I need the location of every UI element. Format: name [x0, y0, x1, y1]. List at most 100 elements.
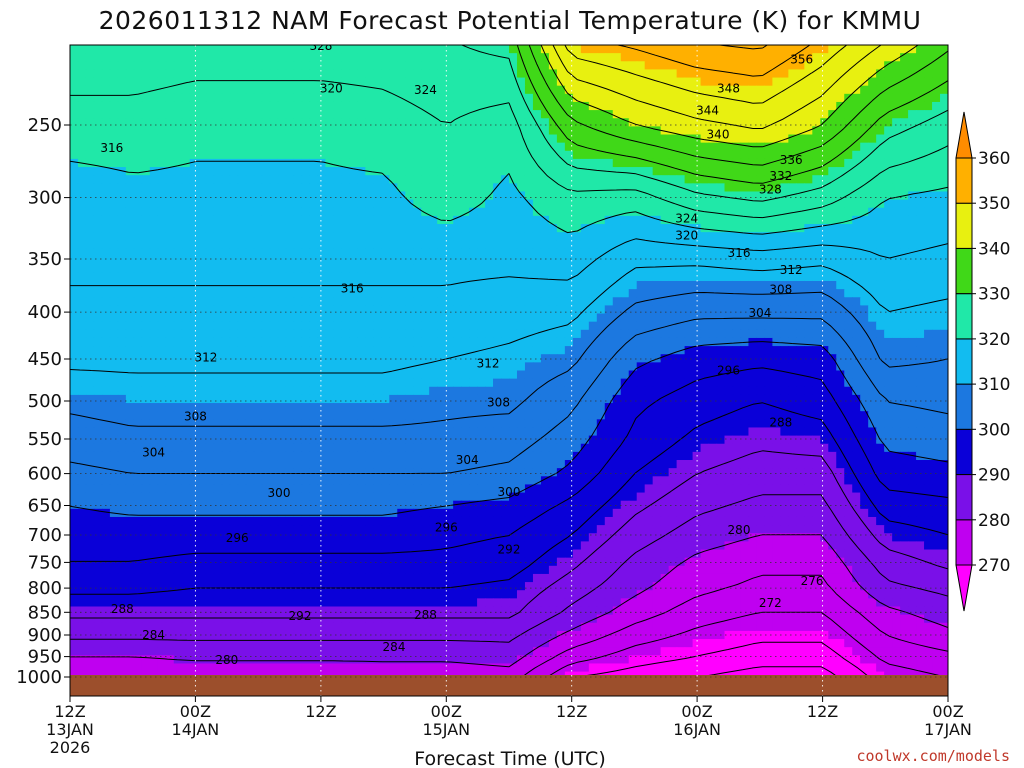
theta-cell [908, 403, 917, 412]
theta-cell [245, 386, 255, 396]
theta-cell [509, 346, 518, 355]
theta-cell [892, 264, 901, 274]
theta-cell [237, 85, 247, 95]
theta-cell [133, 329, 143, 339]
theta-cell [620, 305, 630, 315]
theta-cell [580, 53, 590, 62]
theta-cell [708, 248, 718, 258]
theta-cell [524, 158, 534, 168]
theta-cell [636, 337, 646, 347]
theta-cell [77, 321, 87, 331]
theta-cell [261, 354, 271, 363]
theta-cell [389, 61, 398, 71]
theta-cell [868, 297, 877, 306]
theta-cell [716, 329, 726, 339]
theta-cell [692, 289, 702, 298]
theta-cell [812, 158, 821, 168]
theta-cell [333, 321, 342, 331]
theta-cell [405, 232, 414, 241]
theta-cell [580, 167, 590, 176]
theta-cell [365, 215, 374, 225]
theta-cell [117, 346, 127, 355]
theta-cell [916, 321, 925, 331]
theta-cell [149, 411, 159, 420]
theta-cell [341, 134, 350, 144]
theta-cell [181, 61, 191, 71]
theta-cell [788, 354, 797, 363]
theta-cell [868, 224, 877, 233]
theta-cell [924, 256, 933, 266]
theta-cell [556, 61, 566, 71]
theta-cell [485, 134, 494, 144]
theta-cell [644, 61, 654, 71]
theta-cell [684, 403, 694, 412]
theta-cell [77, 77, 87, 87]
theta-cell [572, 305, 582, 315]
theta-cell [237, 191, 247, 201]
theta-cell [189, 378, 199, 388]
theta-cell [469, 305, 478, 315]
theta-cell [628, 45, 638, 54]
theta-cell [85, 45, 95, 54]
theta-cell [900, 378, 909, 388]
theta-cell [636, 118, 646, 127]
theta-cell [852, 394, 861, 404]
theta-cell [652, 199, 662, 209]
theta-cell [405, 264, 414, 274]
theta-cell [612, 329, 622, 339]
theta-cell [740, 207, 750, 217]
theta-cell [580, 386, 590, 396]
theta-cell [756, 183, 766, 193]
theta-cell [101, 240, 111, 250]
theta-cell [612, 77, 622, 87]
theta-cell [70, 199, 79, 209]
theta-cell [93, 150, 103, 160]
theta-cell [780, 346, 789, 355]
theta-cell [229, 411, 239, 420]
theta-cell [860, 354, 869, 363]
theta-cell [189, 191, 199, 201]
theta-cell [756, 354, 766, 363]
theta-cell [836, 346, 845, 355]
theta-cell [652, 248, 662, 258]
theta-cell [501, 321, 510, 331]
theta-cell [453, 126, 462, 136]
theta-cell [317, 77, 327, 87]
theta-cell [548, 403, 558, 412]
theta-cell [724, 110, 734, 119]
theta-cell [804, 354, 813, 363]
theta-cell [924, 77, 933, 87]
theta-cell [365, 305, 374, 315]
theta-cell [644, 126, 654, 136]
theta-cell [357, 45, 366, 54]
theta-cell [93, 403, 103, 412]
theta-cell [149, 394, 159, 404]
theta-cell [644, 110, 654, 119]
theta-cell [85, 85, 95, 95]
theta-cell [325, 289, 334, 298]
theta-cell [716, 61, 726, 71]
theta-cell [341, 337, 350, 347]
theta-cell [77, 53, 87, 62]
theta-cell [612, 134, 622, 144]
theta-cell [708, 337, 718, 347]
theta-cell [644, 158, 654, 168]
theta-cell [900, 240, 909, 250]
theta-cell [93, 175, 103, 184]
theta-cell [301, 394, 311, 404]
theta-cell [788, 85, 797, 95]
theta-cell [493, 386, 502, 396]
theta-cell [501, 280, 510, 290]
theta-cell [501, 45, 510, 54]
theta-cell [341, 215, 350, 225]
theta-cell [852, 232, 861, 241]
theta-cell [532, 264, 542, 274]
theta-cell [125, 183, 135, 193]
theta-cell [181, 403, 191, 412]
theta-cell [389, 69, 398, 79]
theta-cell [660, 167, 670, 176]
theta-cell [580, 69, 590, 79]
theta-cell [333, 101, 342, 111]
theta-cell [333, 313, 342, 323]
theta-cell [357, 134, 366, 144]
